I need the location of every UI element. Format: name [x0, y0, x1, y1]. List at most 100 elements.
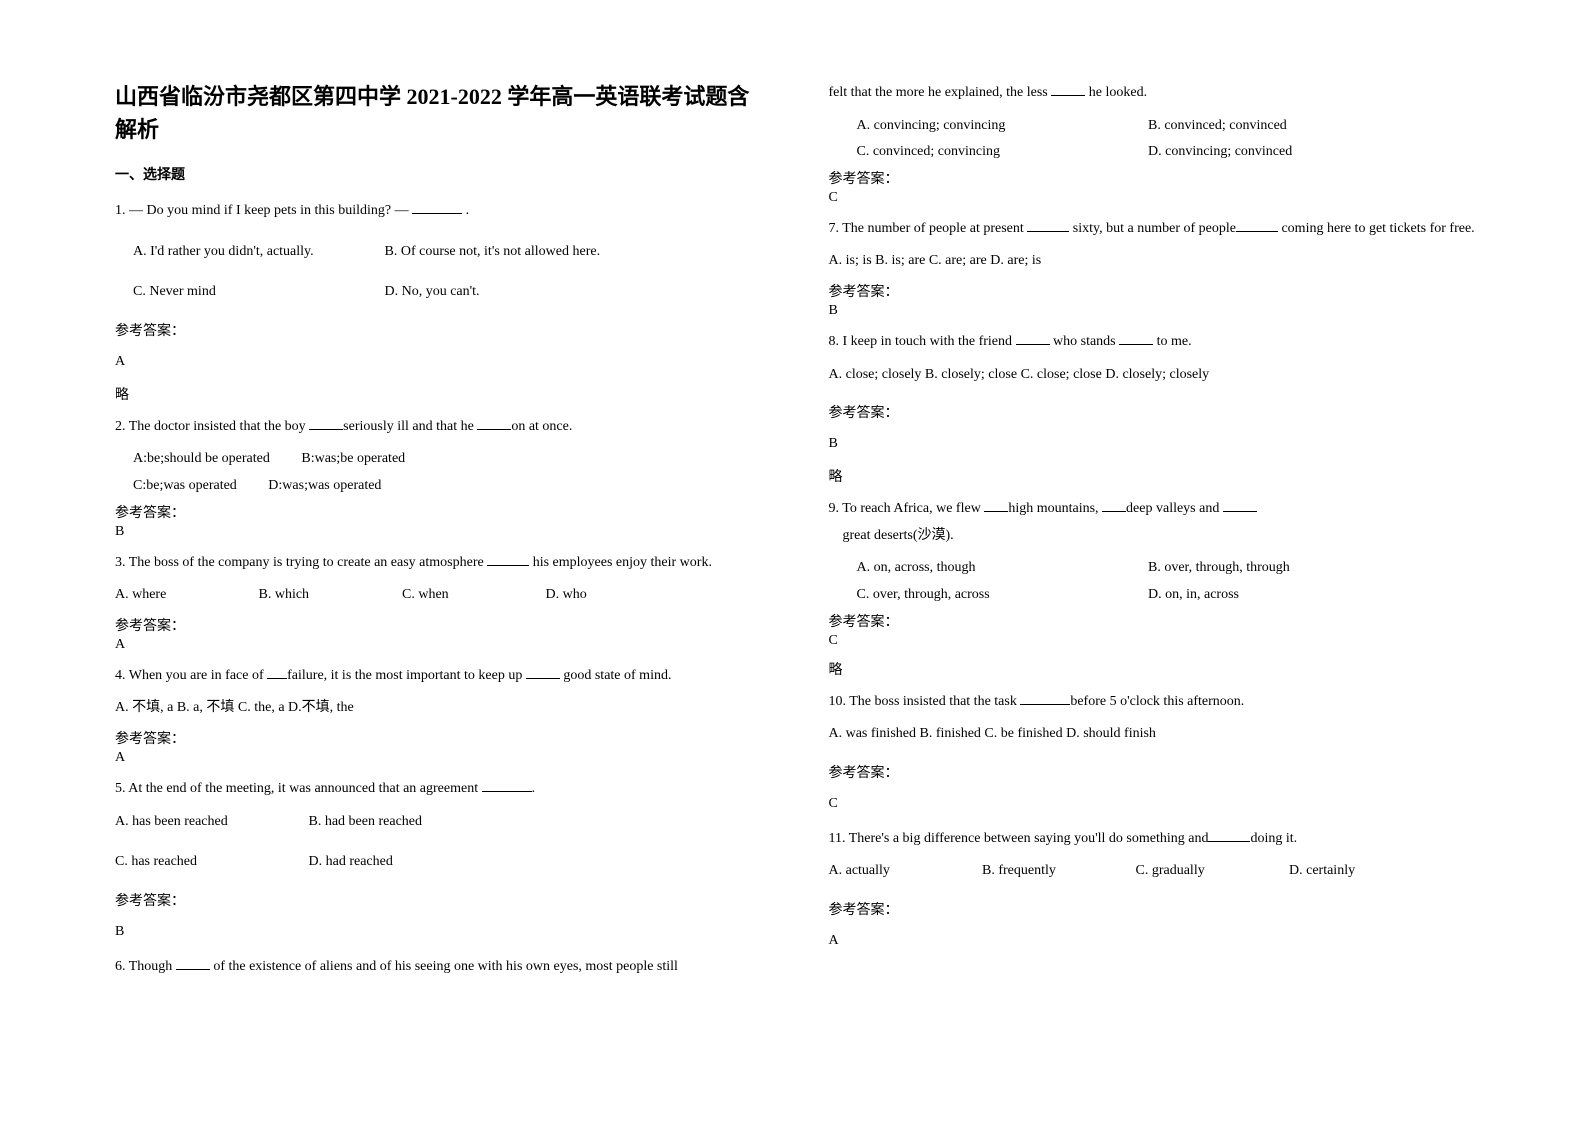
- q9-optD: D. on, in, across: [1148, 582, 1239, 609]
- question-4: 4. When you are in face of failure, it i…: [115, 663, 769, 690]
- q7-options: A. is; is B. is; are C. are; are D. are;…: [829, 248, 1483, 275]
- q6-answer: C: [829, 190, 1483, 206]
- q5-optB: B. had been reached: [309, 814, 423, 829]
- question-3: 3. The boss of the company is trying to …: [115, 550, 769, 577]
- q11-answer: A: [829, 933, 1483, 949]
- q7-stem-c: coming here to get tickets for free.: [1278, 221, 1475, 236]
- q8-stem-a: 8. I keep in touch with the friend: [829, 334, 1016, 349]
- answer-label: 参考答案：: [115, 502, 769, 522]
- q1-optA: A. I'd rather you didn't, actually.: [133, 239, 353, 266]
- q8-stem-c: to me.: [1153, 334, 1192, 349]
- skip-text: 略: [115, 384, 769, 404]
- q9-stem-c: deep valleys and: [1126, 501, 1223, 516]
- q11-optB: B. frequently: [982, 858, 1132, 885]
- q6-optA: A. convincing; convincing: [857, 113, 1117, 140]
- q8-answer: B: [829, 436, 1483, 452]
- left-column: 山西省临汾市尧都区第四中学 2021-2022 学年高一英语联考试题含解析 一、…: [100, 80, 799, 1082]
- blank: [1020, 691, 1070, 705]
- q2-options: A:be;should be operated B:was;be operate…: [115, 446, 769, 499]
- q11-optD: D. certainly: [1289, 858, 1355, 885]
- q8-options: A. close; closely B. closely; close C. c…: [829, 362, 1483, 389]
- blank: [984, 499, 1008, 513]
- q5-optC: C. has reached: [115, 849, 305, 876]
- q1-optB: B. Of course not, it's not allowed here.: [385, 239, 605, 266]
- q3-stem-b: his employees enjoy their work.: [529, 555, 712, 570]
- q3-stem-a: 3. The boss of the company is trying to …: [115, 555, 487, 570]
- blank: [412, 200, 462, 214]
- q2-answer: B: [115, 524, 769, 540]
- answer-label: 参考答案：: [115, 320, 769, 340]
- q3-answer: A: [115, 637, 769, 653]
- q1-stem-b: .: [462, 203, 469, 218]
- blank: [309, 416, 343, 430]
- q11-optA: A. actually: [829, 858, 979, 885]
- blank: [1051, 82, 1085, 96]
- q6-optB: B. convinced; convinced: [1148, 113, 1287, 140]
- q6-optD: D. convincing; convinced: [1148, 139, 1292, 166]
- question-8: 8. I keep in touch with the friend who s…: [829, 329, 1483, 356]
- exam-page: 山西省临汾市尧都区第四中学 2021-2022 学年高一英语联考试题含解析 一、…: [0, 0, 1587, 1122]
- q4-stem-a: 4. When you are in face of: [115, 668, 267, 683]
- blank: [1027, 218, 1069, 232]
- blank: [1119, 331, 1153, 345]
- q5-options-2: C. has reached D. had reached: [115, 849, 769, 876]
- page-title: 山西省临汾市尧都区第四中学 2021-2022 学年高一英语联考试题含解析: [115, 80, 769, 146]
- answer-label: 参考答案：: [829, 168, 1483, 188]
- section-heading: 一、选择题: [115, 164, 769, 184]
- skip-text: 略: [829, 466, 1483, 486]
- q1-options-2: C. Never mind D. No, you can't.: [115, 279, 769, 306]
- blank: [526, 665, 560, 679]
- q9-optC: C. over, through, across: [857, 582, 1117, 609]
- blank: [477, 416, 511, 430]
- q4-answer: A: [115, 750, 769, 766]
- q9-options: A. on, across, though B. over, through, …: [829, 555, 1483, 608]
- q5-optD: D. had reached: [309, 854, 393, 869]
- blank: [1208, 828, 1250, 842]
- q10-stem-b: before 5 o'clock this afternoon.: [1070, 694, 1244, 709]
- blank: [487, 552, 529, 566]
- q1-optC: C. Never mind: [133, 279, 353, 306]
- q9-answer: C: [829, 633, 1483, 649]
- q11-stem-a: 11. There's a big difference between say…: [829, 831, 1209, 846]
- q9-optB: B. over, through, through: [1148, 555, 1290, 582]
- q1-options: A. I'd rather you didn't, actually. B. O…: [115, 239, 769, 266]
- q3-optB: B. which: [259, 582, 399, 609]
- q1-stem-a: 1. — Do you mind if I keep pets in this …: [115, 203, 412, 218]
- question-1: 1. — Do you mind if I keep pets in this …: [115, 198, 769, 225]
- answer-label: 参考答案：: [829, 899, 1483, 919]
- q6-stem-c: felt that the more he explained, the les…: [829, 85, 1052, 100]
- question-5: 5. At the end of the meeting, it was ann…: [115, 776, 769, 803]
- answer-label: 参考答案：: [829, 402, 1483, 422]
- q4-stem-b: failure, it is the most important to kee…: [287, 668, 526, 683]
- q5-stem-b: .: [532, 781, 536, 796]
- q4-stem-c: good state of mind.: [560, 668, 672, 683]
- blank: [1236, 218, 1278, 232]
- q10-options: A. was finished B. finished C. be finish…: [829, 721, 1483, 748]
- question-9: 9. To reach Africa, we flew high mountai…: [829, 496, 1483, 549]
- blank: [267, 665, 287, 679]
- q2-stem-b: seriously ill and that he: [343, 419, 477, 434]
- q6-stem-b: of the existence of aliens and of his se…: [210, 959, 678, 974]
- blank: [482, 778, 532, 792]
- q3-options: A. where B. which C. when D. who: [115, 582, 769, 609]
- q7-answer: B: [829, 303, 1483, 319]
- q2-optD: D:was;was operated: [268, 473, 381, 500]
- q7-stem-b: sixty, but a number of people: [1069, 221, 1236, 236]
- q3-optC: C. when: [402, 582, 542, 609]
- q7-stem-a: 7. The number of people at present: [829, 221, 1028, 236]
- q1-answer: A: [115, 354, 769, 370]
- q3-optA: A. where: [115, 582, 255, 609]
- question-11: 11. There's a big difference between say…: [829, 826, 1483, 853]
- q5-optA: A. has been reached: [115, 809, 305, 836]
- q6-options: A. convincing; convincing B. convinced; …: [829, 113, 1483, 166]
- q9-stem-d: great deserts(沙漠).: [829, 528, 954, 543]
- q9-optA: A. on, across, though: [857, 555, 1117, 582]
- q2-optB: B:was;be operated: [301, 446, 405, 473]
- question-7: 7. The number of people at present sixty…: [829, 216, 1483, 243]
- answer-label: 参考答案：: [115, 728, 769, 748]
- skip-text: 略: [829, 659, 1483, 679]
- q8-stem-b: who stands: [1050, 334, 1120, 349]
- q5-stem-a: 5. At the end of the meeting, it was ann…: [115, 781, 482, 796]
- answer-label: 参考答案：: [829, 281, 1483, 301]
- question-6-part2: felt that the more he explained, the les…: [829, 80, 1483, 107]
